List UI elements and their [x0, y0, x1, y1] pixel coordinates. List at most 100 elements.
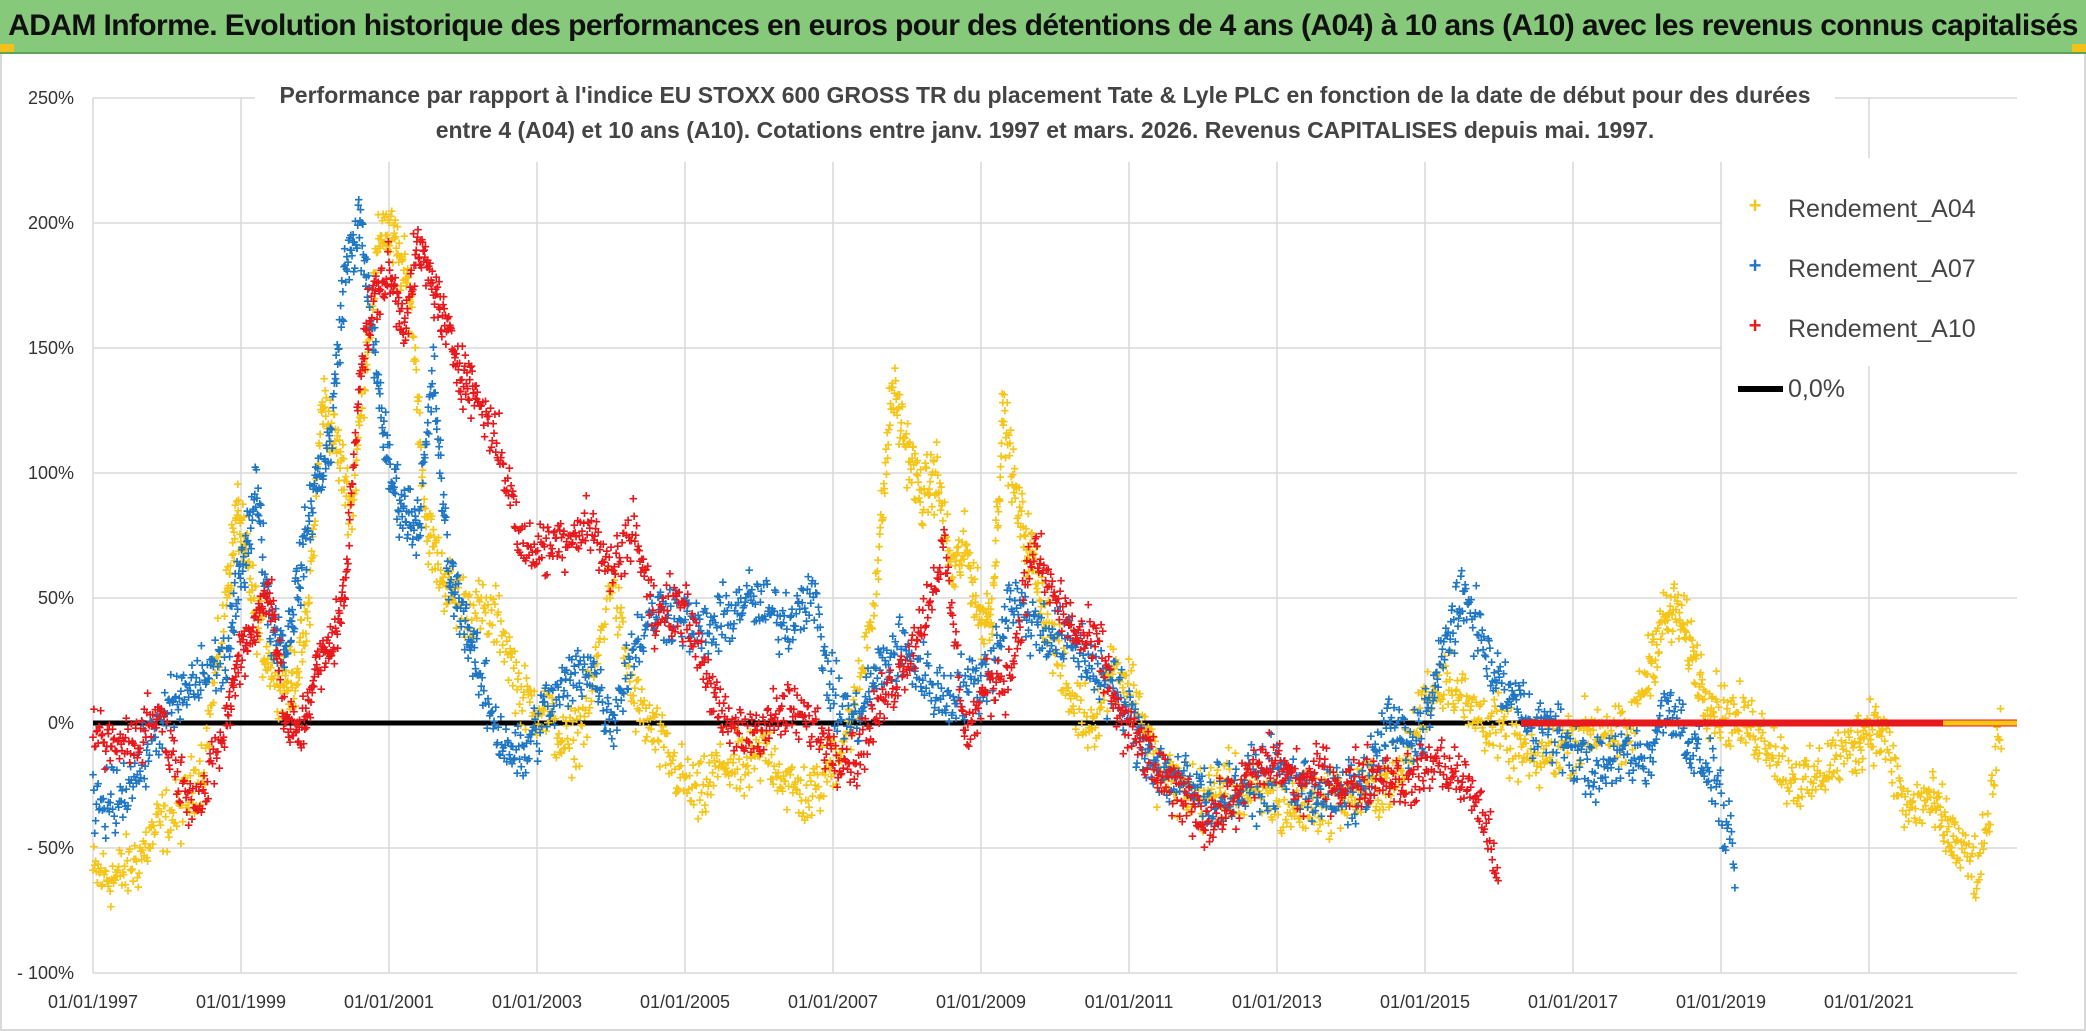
report-title: ADAM Informe. Evolution historique des p…: [8, 9, 2078, 43]
data-point: +: [585, 699, 594, 716]
data-point: +: [287, 675, 296, 692]
data-point: +: [450, 581, 459, 598]
data-point: +: [275, 632, 284, 649]
data-point: +: [321, 408, 330, 425]
data-point: +: [524, 687, 533, 704]
data-point: +: [375, 238, 384, 255]
data-point: +: [543, 715, 552, 732]
data-point: +: [247, 592, 256, 609]
data-point: +: [165, 829, 174, 846]
data-point: +: [428, 561, 437, 578]
data-point: +: [525, 682, 534, 699]
data-point: +: [519, 689, 528, 706]
data-point: +: [356, 410, 365, 427]
data-point: +: [192, 798, 201, 815]
data-point: +: [553, 730, 562, 747]
data-point: +: [320, 399, 329, 416]
data-point: +: [398, 253, 407, 270]
data-point: +: [390, 225, 399, 242]
y-tick-label: - 100%: [17, 963, 74, 983]
data-point: +: [1472, 577, 1481, 594]
data-point: +: [324, 416, 333, 433]
data-point: +: [233, 493, 242, 510]
data-point: +: [502, 643, 511, 660]
data-point: +: [231, 512, 240, 529]
data-point: +: [327, 415, 336, 432]
data-point: +: [187, 748, 196, 765]
data-point: +: [348, 521, 357, 538]
data-point: +: [223, 590, 232, 607]
data-point: +: [394, 254, 403, 271]
data-point: +: [387, 233, 396, 250]
data-point: +: [225, 586, 234, 603]
data-point: +: [415, 404, 424, 421]
data-point: +: [158, 786, 167, 803]
data-point: +: [244, 558, 253, 575]
x-tick-label: 01/01/2013: [1232, 992, 1322, 1012]
data-point: +: [252, 606, 261, 623]
data-point: +: [283, 683, 292, 700]
data-point: +: [575, 758, 584, 775]
data-point: +: [353, 437, 362, 454]
data-point: +: [357, 386, 366, 403]
data-point: +: [433, 413, 442, 430]
data-point: +: [255, 632, 264, 649]
data-point: +: [292, 677, 301, 694]
data-point: +: [381, 228, 390, 245]
data-point: +: [212, 654, 221, 671]
data-point: +: [1535, 780, 1544, 797]
data-point: +: [283, 673, 292, 690]
data-point: +: [882, 466, 891, 483]
data-point: +: [1327, 825, 1336, 842]
data-point: +: [460, 586, 469, 603]
data-point: +: [411, 353, 420, 370]
data-point: +: [412, 547, 421, 564]
data-point: +: [1679, 696, 1688, 713]
data-point: +: [220, 608, 229, 625]
data-point: +: [360, 382, 369, 399]
data-point: +: [286, 642, 295, 659]
data-point: +: [516, 717, 525, 734]
data-point: +: [493, 606, 502, 623]
y-axis-ticks: - 100%- 50%0%50%100%150%200%250%: [17, 88, 74, 983]
data-point: +: [333, 455, 342, 472]
data-point: +: [863, 639, 872, 656]
data-point: +: [276, 677, 285, 694]
data-point: +: [1997, 740, 2006, 757]
data-point: +: [226, 558, 235, 575]
y-tick-label: 0%: [48, 713, 74, 733]
data-point: +: [384, 212, 393, 229]
data-point: +: [94, 856, 103, 873]
data-point: +: [443, 579, 452, 596]
data-point: +: [443, 595, 452, 612]
data-point: +: [152, 806, 161, 823]
data-point: +: [301, 604, 310, 621]
data-point: +: [378, 212, 387, 229]
data-point: +: [1461, 670, 1470, 687]
data-point: +: [319, 400, 328, 417]
data-point: +: [397, 248, 406, 265]
data-point: +: [439, 569, 448, 586]
data-point: +: [556, 734, 565, 751]
data-point: +: [393, 456, 402, 473]
data-point: +: [245, 554, 254, 571]
data-point: +: [177, 835, 186, 852]
data-point: +: [224, 578, 233, 595]
data-point: +: [227, 578, 236, 595]
data-point: +: [1805, 738, 1814, 755]
data-point: +: [101, 863, 110, 880]
data-point: +: [249, 605, 258, 622]
data-point: +: [426, 527, 435, 544]
data-point: +: [573, 724, 582, 741]
data-point: +: [390, 231, 399, 248]
data-point: +: [425, 545, 434, 562]
data-point: +: [332, 375, 341, 392]
data-point: +: [313, 456, 322, 473]
data-point: +: [201, 740, 210, 757]
data-point: +: [263, 651, 272, 668]
data-point: +: [205, 739, 214, 756]
data-point: +: [565, 740, 574, 757]
data-point: +: [463, 621, 472, 638]
data-point: +: [229, 545, 238, 562]
data-point: +: [832, 652, 841, 669]
